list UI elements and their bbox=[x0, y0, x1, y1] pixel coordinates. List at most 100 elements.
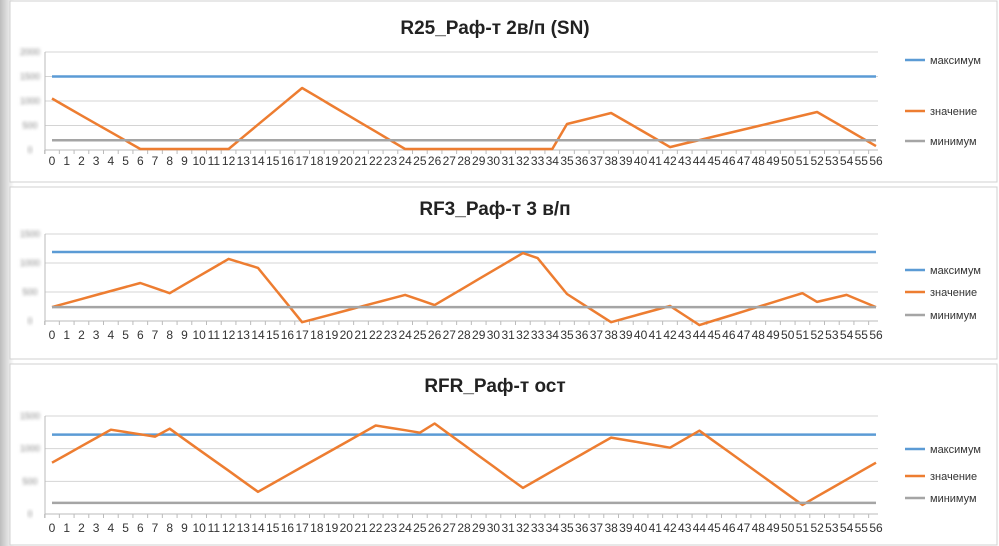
x-tick-label: 28 bbox=[457, 521, 471, 535]
x-tick-label: 13 bbox=[237, 154, 251, 168]
x-tick-label: 2 bbox=[78, 154, 85, 168]
x-tick-label: 51 bbox=[796, 521, 810, 535]
x-tick-label: 19 bbox=[325, 328, 339, 342]
x-tick-label: 40 bbox=[634, 328, 648, 342]
x-tick-label: 18 bbox=[310, 328, 324, 342]
y-tick-label: 1500 bbox=[20, 229, 40, 239]
x-tick-label: 10 bbox=[192, 154, 206, 168]
x-tick-label: 46 bbox=[722, 521, 736, 535]
x-tick-label: 36 bbox=[575, 328, 589, 342]
x-tick-label: 2 bbox=[78, 328, 85, 342]
y-tick-label: 1000 bbox=[20, 444, 40, 454]
x-tick-label: 5 bbox=[122, 154, 129, 168]
x-tick-label: 3 bbox=[93, 154, 100, 168]
x-tick-label: 20 bbox=[340, 521, 354, 535]
x-tick-label: 54 bbox=[840, 154, 854, 168]
x-tick-label: 0 bbox=[49, 154, 56, 168]
x-tick-label: 24 bbox=[398, 154, 412, 168]
x-tick-label: 34 bbox=[546, 328, 560, 342]
series-line-value bbox=[51, 251, 877, 327]
y-tick-label: 0 bbox=[27, 145, 32, 155]
x-tick-label: 33 bbox=[531, 328, 545, 342]
x-tick-label: 25 bbox=[413, 328, 427, 342]
x-tick-label: 38 bbox=[604, 328, 618, 342]
x-tick-label: 4 bbox=[108, 154, 115, 168]
x-tick-label: 28 bbox=[457, 154, 471, 168]
legend-label: максимум bbox=[930, 444, 981, 456]
y-tick-label: 1000 bbox=[20, 96, 40, 106]
x-tick-label: 22 bbox=[369, 521, 383, 535]
chart-title: RF3_Раф-т 3 в/п bbox=[419, 199, 570, 220]
legend-label: минимум bbox=[930, 493, 977, 505]
x-tick-label: 18 bbox=[310, 521, 324, 535]
x-tick-label: 53 bbox=[825, 328, 839, 342]
x-tick-label: 22 bbox=[369, 154, 383, 168]
x-tick-label: 42 bbox=[663, 328, 677, 342]
x-tick-label: 22 bbox=[369, 328, 383, 342]
y-tick-label: 0 bbox=[27, 509, 32, 519]
x-tick-label: 1 bbox=[63, 328, 70, 342]
x-tick-label: 9 bbox=[181, 521, 188, 535]
chart-border bbox=[9, 0, 998, 183]
x-tick-label: 10 bbox=[192, 521, 206, 535]
x-tick-label: 19 bbox=[325, 154, 339, 168]
x-tick-label: 45 bbox=[707, 521, 721, 535]
series-line-value bbox=[51, 422, 877, 507]
x-tick-label: 11 bbox=[208, 328, 221, 342]
x-tick-label: 16 bbox=[281, 328, 295, 342]
x-tick-label: 21 bbox=[354, 154, 368, 168]
x-tick-label: 15 bbox=[266, 521, 280, 535]
x-tick-label: 49 bbox=[766, 521, 780, 535]
y-tick-label: 500 bbox=[22, 287, 37, 297]
x-tick-label: 21 bbox=[354, 328, 368, 342]
x-tick-label: 30 bbox=[487, 521, 501, 535]
x-tick-label: 55 bbox=[855, 154, 869, 168]
x-tick-label: 4 bbox=[108, 328, 115, 342]
x-tick-label: 27 bbox=[443, 521, 457, 535]
legend-label: значение bbox=[930, 106, 977, 118]
x-tick-label: 17 bbox=[295, 521, 309, 535]
x-tick-label: 11 bbox=[208, 521, 221, 535]
legend-label: значение bbox=[930, 471, 977, 483]
y-tick-label: 500 bbox=[22, 476, 37, 486]
x-tick-label: 39 bbox=[619, 154, 633, 168]
x-tick-label: 26 bbox=[428, 521, 442, 535]
x-tick-label: 29 bbox=[472, 328, 486, 342]
x-tick-label: 38 bbox=[604, 154, 618, 168]
x-tick-label: 8 bbox=[166, 521, 173, 535]
x-tick-label: 52 bbox=[810, 521, 824, 535]
x-tick-label: 19 bbox=[325, 521, 339, 535]
x-tick-label: 12 bbox=[222, 154, 236, 168]
x-tick-label: 51 bbox=[796, 154, 810, 168]
x-tick-label: 12 bbox=[222, 328, 236, 342]
x-tick-label: 39 bbox=[619, 521, 633, 535]
x-tick-label: 47 bbox=[737, 154, 751, 168]
x-tick-label: 14 bbox=[251, 154, 265, 168]
x-tick-label: 1 bbox=[63, 154, 70, 168]
x-tick-label: 7 bbox=[152, 521, 159, 535]
y-tick-label: 500 bbox=[22, 121, 37, 131]
x-tick-label: 54 bbox=[840, 521, 854, 535]
x-tick-label: 30 bbox=[487, 328, 501, 342]
x-tick-label: 43 bbox=[678, 521, 692, 535]
x-tick-label: 9 bbox=[181, 328, 188, 342]
x-tick-label: 31 bbox=[501, 521, 515, 535]
x-tick-label: 46 bbox=[722, 154, 736, 168]
x-tick-label: 27 bbox=[443, 328, 457, 342]
x-tick-label: 36 bbox=[575, 154, 589, 168]
x-tick-label: 5 bbox=[122, 521, 129, 535]
x-tick-label: 35 bbox=[560, 328, 574, 342]
x-tick-label: 34 bbox=[546, 521, 560, 535]
x-tick-label: 6 bbox=[137, 154, 144, 168]
y-tick-label: 1500 bbox=[20, 411, 40, 421]
x-tick-label: 44 bbox=[693, 154, 707, 168]
x-tick-label: 54 bbox=[840, 328, 854, 342]
x-tick-label: 15 bbox=[266, 328, 280, 342]
x-tick-label: 47 bbox=[737, 328, 751, 342]
x-tick-label: 14 bbox=[251, 521, 265, 535]
x-tick-label: 48 bbox=[752, 154, 766, 168]
x-tick-label: 45 bbox=[707, 328, 721, 342]
x-tick-label: 31 bbox=[501, 328, 515, 342]
x-tick-label: 41 bbox=[649, 521, 663, 535]
